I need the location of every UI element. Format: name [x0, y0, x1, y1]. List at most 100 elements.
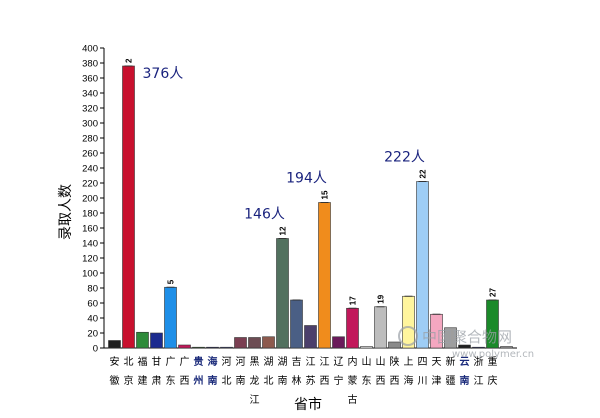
x-tick-label: 西 [390, 376, 400, 387]
x-tick-label: 海 [208, 355, 218, 368]
y-tick-label: 140 [82, 239, 98, 250]
x-tick-label: 肃 [152, 375, 162, 387]
y-tick-label: 380 [82, 59, 98, 70]
bar [276, 238, 289, 349]
y-tick-label: 340 [82, 89, 98, 100]
y-tick-label: 260 [82, 149, 98, 160]
y-axis-title: 录取人数 [58, 184, 74, 240]
chart-bars [108, 65, 513, 349]
x-tick-label: 西 [320, 376, 330, 387]
bar-annotation: 194人 [286, 171, 327, 187]
chart-labels: 安徽2北京福建甘肃5广东广西贵州海南河北河南黑龙江湖北12湖南吉林江苏15江西辽… [110, 58, 498, 406]
bar-annotation: 222人 [384, 150, 425, 166]
x-tick-label: 新 [446, 355, 456, 368]
bar [248, 337, 261, 349]
x-tick-label: 福 [138, 355, 148, 368]
x-tick-label: 天 [432, 357, 442, 368]
x-tick-label: 南 [236, 374, 246, 387]
bar [150, 332, 163, 349]
bar [388, 341, 401, 349]
bar [416, 181, 429, 349]
y-tick-label: 0 [93, 344, 98, 355]
x-tick-label: 辽 [334, 356, 344, 368]
x-tick-label: 江 [320, 356, 330, 368]
y-tick-label: 300 [82, 119, 98, 130]
x-tick-label: 东 [362, 374, 372, 387]
x-tick-label: 贵 [194, 355, 204, 368]
x-tick-label: 南 [278, 374, 288, 387]
bar-rank-label: 27 [489, 288, 498, 297]
x-tick-label: 湖 [264, 356, 274, 368]
bar [402, 295, 415, 349]
y-tick-label: 180 [82, 209, 98, 220]
y-tick-label: 160 [82, 224, 98, 235]
bar-rank-label: 2 [125, 58, 134, 63]
x-tick-label: 州 [193, 375, 204, 387]
x-tick-label: 内 [348, 355, 358, 368]
x-tick-label: 徽 [110, 374, 120, 387]
x-tick-label: 重 [488, 355, 498, 368]
bar [262, 336, 275, 349]
x-tick-label: 云 [460, 356, 470, 368]
x-tick-label: 南 [460, 374, 470, 387]
y-tick-label: 240 [82, 164, 98, 175]
watermark: 中国聚合物网 www.polymer.cn [398, 326, 534, 360]
watermark-text: 中国聚合物网 [422, 328, 512, 346]
x-tick-label: 古 [348, 393, 358, 406]
bar [192, 346, 205, 349]
x-tick-label: 津 [432, 375, 442, 387]
watermark-logo-icon [398, 326, 418, 346]
x-tick-label: 陕 [390, 355, 400, 368]
x-axis-title: 省市 [294, 396, 322, 413]
x-tick-label: 西 [180, 376, 190, 387]
bar [360, 346, 373, 349]
x-tick-label: 海 [404, 374, 414, 387]
y-tick-label: 200 [82, 194, 98, 205]
x-tick-label: 龙 [250, 374, 260, 387]
bar-rank-label: 22 [419, 169, 428, 178]
x-tick-label: 川 [418, 376, 428, 387]
x-tick-label: 江 [474, 375, 484, 387]
bar [234, 337, 247, 349]
x-tick-label: 蒙 [348, 374, 358, 387]
y-tick-label: 80 [87, 284, 98, 295]
bar-annotation: 376人 [143, 66, 184, 82]
bar-rank-label: 17 [349, 296, 358, 305]
x-tick-label: 南 [208, 374, 218, 387]
x-tick-label: 北 [264, 375, 274, 387]
x-tick-label: 建 [138, 374, 148, 387]
x-tick-label: 四 [418, 357, 428, 368]
x-tick-label: 东 [166, 374, 176, 387]
bar [206, 346, 219, 349]
x-tick-label: 京 [124, 374, 134, 387]
x-tick-label: 江 [306, 356, 316, 368]
x-tick-label: 庆 [488, 374, 498, 387]
x-tick-label: 苏 [306, 374, 316, 387]
bar [290, 299, 303, 349]
bar [136, 331, 149, 349]
y-tick-label: 220 [82, 179, 98, 190]
x-tick-label: 浙 [474, 356, 484, 368]
x-tick-label: 江 [250, 394, 260, 406]
y-tick-label: 40 [87, 314, 98, 325]
x-tick-label: 湖 [278, 356, 288, 368]
x-tick-label: 黑 [250, 356, 260, 368]
x-tick-label: 山 [376, 356, 386, 368]
bar [458, 344, 471, 349]
y-tick-label: 400 [82, 44, 98, 55]
bar [220, 346, 233, 349]
y-tick-label: 20 [87, 329, 98, 340]
bar-annotation: 146人 [244, 207, 285, 223]
x-tick-label: 疆 [446, 375, 456, 387]
bar [444, 327, 457, 349]
x-tick-label: 北 [222, 375, 232, 387]
bar [332, 336, 345, 349]
bar [318, 202, 331, 349]
x-tick-label: 甘 [152, 355, 162, 368]
x-tick-label: 北 [124, 356, 134, 368]
y-tick-label: 280 [82, 134, 98, 145]
y-tick-label: 320 [82, 104, 98, 115]
bar [346, 307, 359, 349]
x-tick-label: 广 [180, 356, 190, 368]
